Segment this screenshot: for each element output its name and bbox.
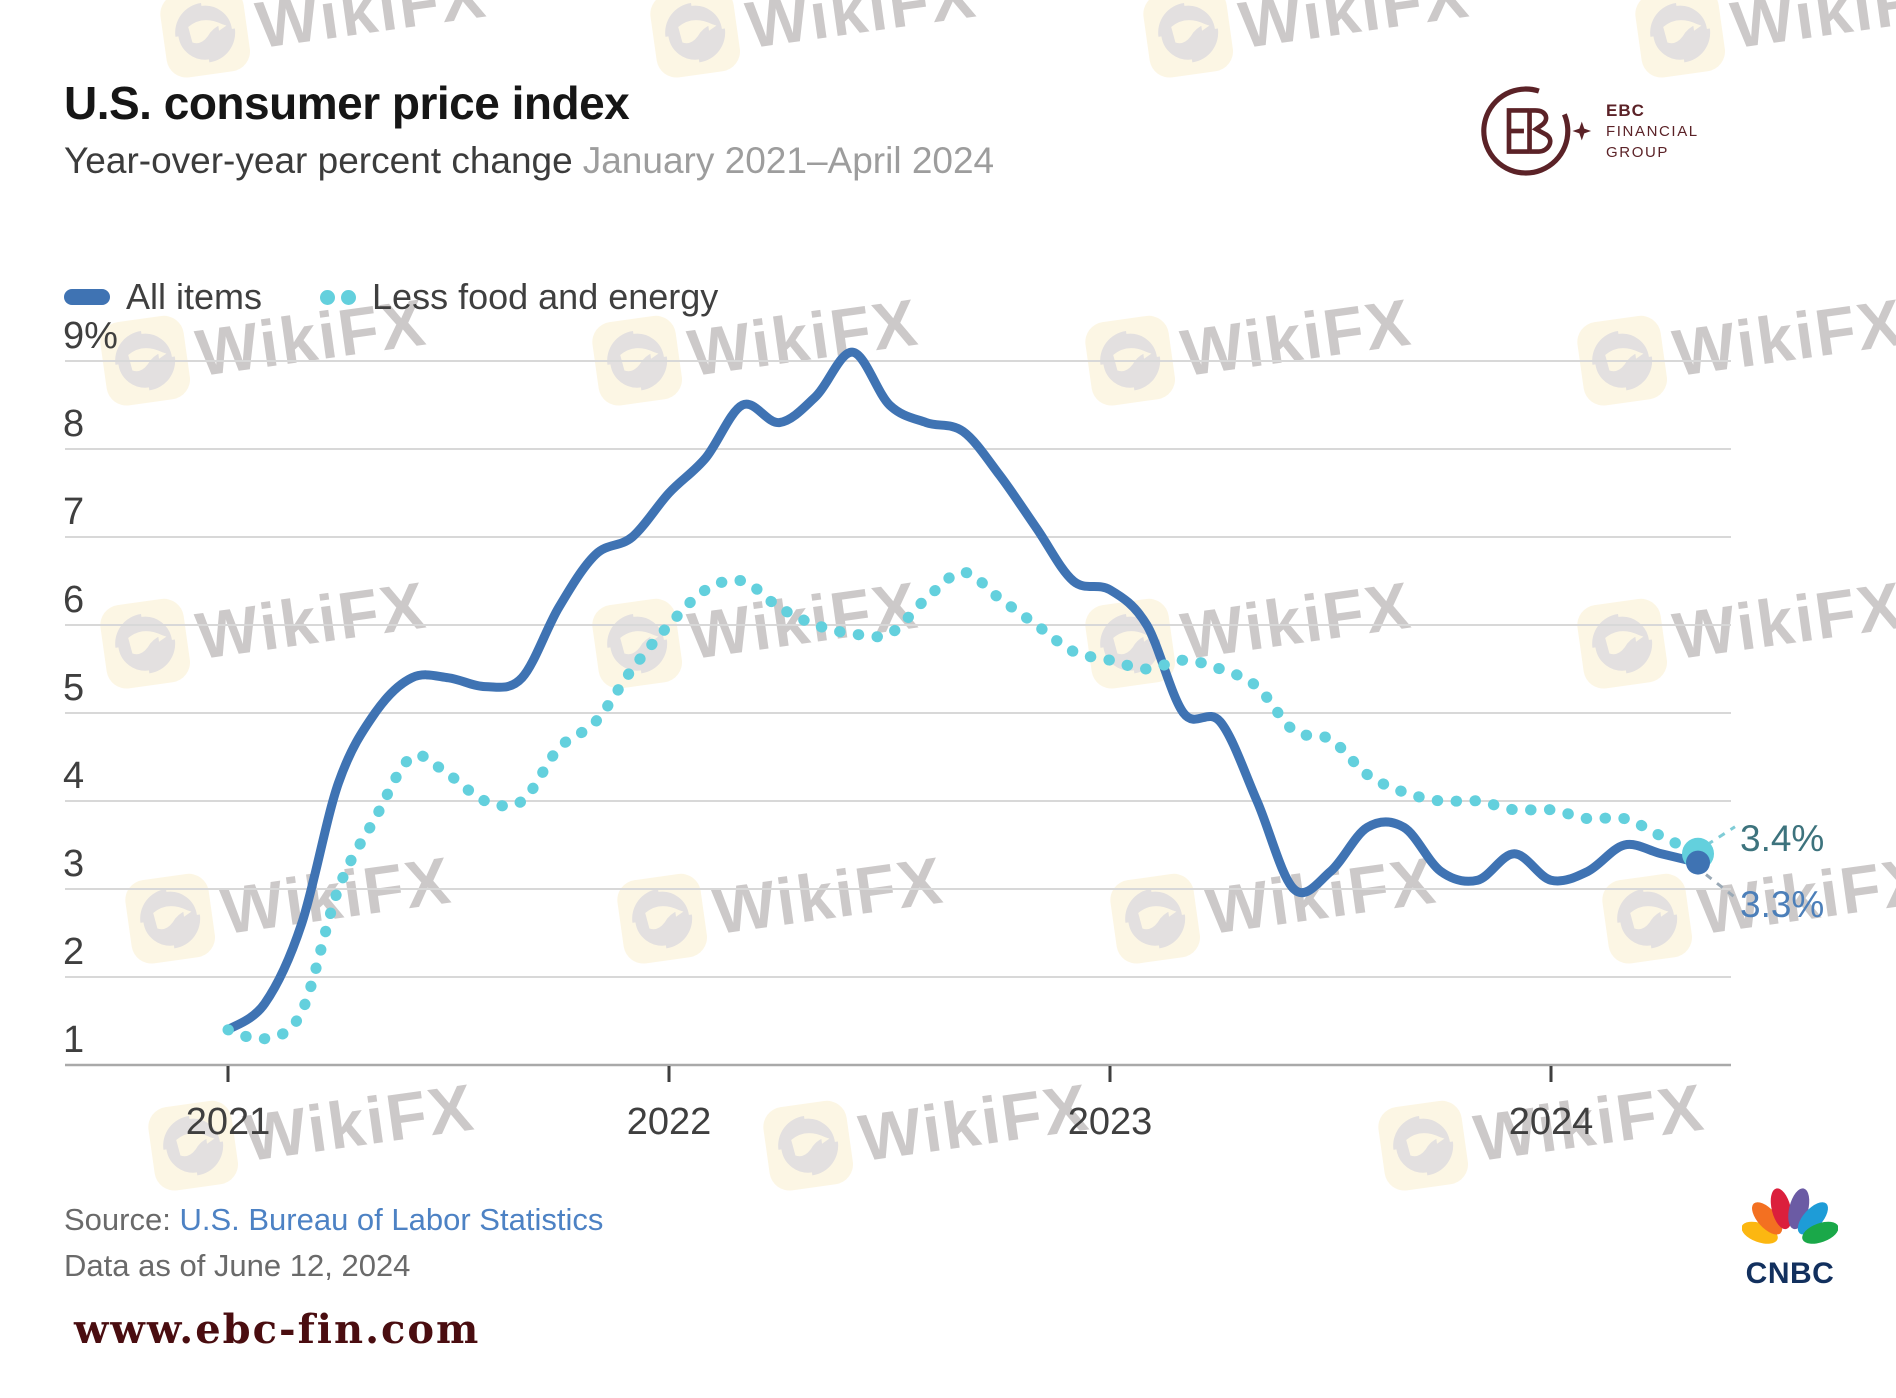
y-axis-label: 9%: [63, 315, 118, 357]
ebc-financial: FINANCIAL: [1606, 122, 1699, 140]
y-axis-label: 1: [63, 1019, 85, 1061]
source-link[interactable]: U.S. Bureau of Labor Statistics: [179, 1202, 604, 1237]
y-axis-label: 8: [63, 403, 85, 445]
legend-item-less-food-energy: Less food and energy: [320, 276, 718, 318]
ebc-name: EBC: [1606, 100, 1645, 120]
y-axis-label: 3: [63, 843, 85, 885]
all-items-end-dot: [1686, 850, 1710, 875]
legend-label-all-items: All items: [126, 276, 263, 317]
legend-item-all-items: All items: [64, 276, 262, 318]
peacock-icon: [1742, 1188, 1838, 1244]
y-axis-label: 2: [63, 931, 85, 973]
sparkle-icon: [1572, 121, 1592, 141]
y-axis-label: 4: [63, 755, 85, 797]
chart-legend: All items Less food and energy: [64, 276, 718, 318]
cnbc-logo: CNBC: [1735, 1183, 1845, 1291]
end-label-less-food-energy: 3.4%: [1740, 818, 1825, 859]
less-food-energy-dots-swatch-icon: [320, 289, 357, 305]
y-axis-label: 5: [63, 667, 85, 709]
leader-line-all: [1705, 873, 1735, 898]
legend-label-less-food-energy: Less food and energy: [372, 276, 719, 317]
source-line: Source: U.S. Bureau of Labor Statistics: [64, 1202, 603, 1238]
end-label-all-items: 3.3%: [1740, 884, 1825, 925]
x-axis-label: 2023: [1067, 1101, 1153, 1143]
x-axis-label: 2024: [1508, 1101, 1594, 1143]
y-axis-label: 6: [63, 579, 85, 621]
all-items-line: [223, 347, 1703, 1035]
y-axis-label: 7: [63, 491, 85, 533]
less-food-energy-dotted-line: [222, 566, 1704, 1045]
all-items-line-swatch-icon: [64, 289, 110, 305]
subtitle-date-range: January 2021–April 2024: [582, 140, 995, 181]
ebc-logo: EBC FINANCIAL GROUP: [1481, 82, 1699, 180]
subtitle-text: Year-over-year percent change: [64, 140, 573, 181]
source-prefix: Source:: [64, 1202, 180, 1237]
page-subtitle: Year-over-year percent change January 202…: [64, 140, 994, 182]
data-as-of: Data as of June 12, 2024: [64, 1248, 411, 1283]
ebc-monogram-icon: [1481, 86, 1592, 176]
page-title: U.S. consumer price index: [64, 77, 630, 129]
ebc-logo-text: EBC FINANCIAL GROUP: [1606, 100, 1699, 163]
cnbc-wordmark: CNBC: [1745, 1257, 1835, 1290]
x-axis-label: 2022: [626, 1101, 712, 1143]
x-axis-label: 2021: [185, 1101, 271, 1143]
leader-line-core: [1706, 825, 1736, 847]
website-watermark: www.ebc-fin.com: [74, 1306, 481, 1353]
ebc-group: GROUP: [1606, 143, 1670, 161]
